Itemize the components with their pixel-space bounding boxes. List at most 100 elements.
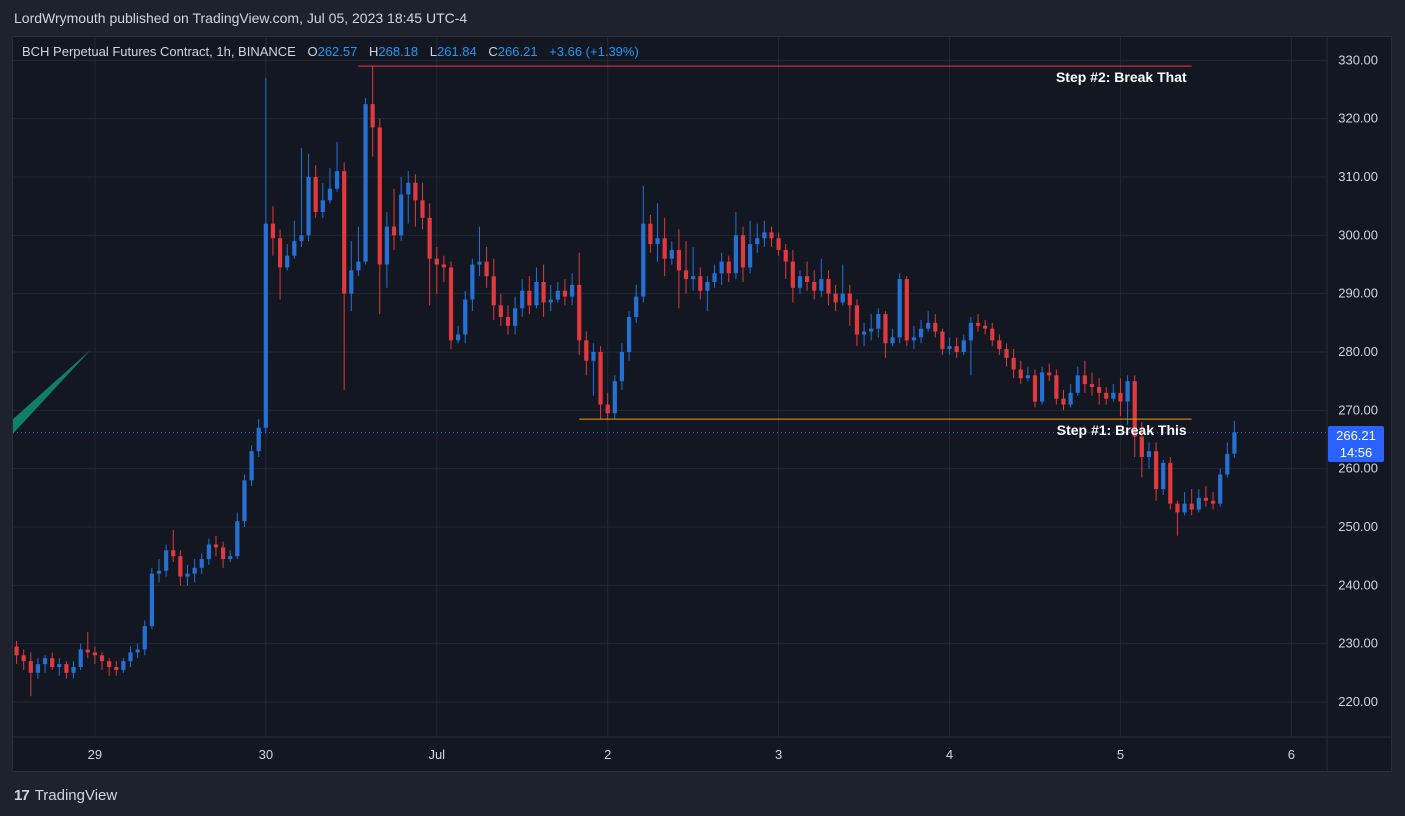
publisher-text: LordWrymouth published on TradingView.co… (14, 10, 468, 26)
candle-body (1182, 503, 1187, 513)
y-tick-label: 330.00 (1338, 52, 1378, 67)
candle-body (762, 232, 767, 239)
high-label: H (368, 44, 379, 59)
candle-body (626, 317, 632, 352)
x-tick-label: 6 (1288, 747, 1295, 762)
candle-body (1018, 369, 1023, 379)
candle-body (256, 427, 261, 452)
candle-body (448, 267, 454, 341)
candle-body (847, 293, 852, 306)
candle-body (406, 182, 411, 195)
candle-body (876, 314, 881, 329)
candle-body (199, 559, 204, 568)
candle-body (342, 171, 347, 294)
y-tick-label: 260.00 (1338, 461, 1378, 476)
candle-body (206, 544, 211, 560)
brand-name: TradingView (34, 786, 118, 804)
y-tick-label: 280.00 (1338, 344, 1378, 359)
chart-pane[interactable] (12, 36, 1392, 772)
candle-body (726, 261, 731, 274)
candle-body (277, 238, 283, 268)
low-value: 261.84 (437, 44, 477, 59)
y-tick-label: 240.00 (1338, 577, 1378, 592)
candle-body (356, 261, 361, 271)
candle-body (477, 261, 482, 265)
candle-body (270, 223, 276, 239)
candle-body (121, 661, 126, 670)
y-tick-label: 310.00 (1338, 169, 1378, 184)
candle-body (897, 279, 902, 338)
candle-body (228, 556, 233, 560)
y-tick-label: 220.00 (1338, 694, 1378, 709)
candle-body (463, 299, 468, 335)
candle-body (812, 282, 817, 291)
candle-body (306, 177, 311, 236)
candle-body (705, 282, 710, 291)
candle-body (826, 279, 831, 294)
x-tick-label: Jul (428, 747, 445, 762)
candle-body (819, 279, 824, 291)
candle-body (1118, 392, 1123, 402)
candle-body (1218, 474, 1223, 504)
candle-body (1139, 436, 1144, 457)
candle-body (947, 346, 952, 350)
candle-body (1189, 503, 1194, 510)
current-price-value: 266.21 (1336, 428, 1376, 443)
x-tick-label: 30 (259, 747, 273, 762)
candle-body (1111, 392, 1116, 399)
bar-countdown: 14:56 (1339, 445, 1373, 460)
candle-body (1047, 372, 1052, 376)
candle-body (42, 658, 48, 665)
candle-body (527, 290, 532, 306)
candle-body (740, 235, 746, 268)
candle-body (662, 238, 667, 259)
candle-body (1025, 375, 1030, 379)
candle-body (933, 322, 938, 332)
candle-body (712, 273, 717, 282)
candle-body (997, 340, 1002, 350)
candle-body (591, 352, 596, 361)
x-tick-label: 29 (88, 747, 102, 762)
candle-body (634, 296, 639, 317)
candle-body (904, 279, 909, 341)
candle-body (541, 282, 546, 303)
candle-body (85, 649, 90, 653)
candle-body (861, 331, 867, 335)
candle-body (320, 200, 325, 212)
candle-body (213, 544, 219, 548)
candle-body (1068, 392, 1073, 405)
candle-body (769, 232, 774, 239)
candle-body (498, 305, 503, 317)
x-tick-label: 3 (775, 747, 782, 762)
candle-body (21, 655, 26, 662)
candle-body (755, 238, 760, 245)
open-label: O (307, 44, 318, 59)
candle-body (456, 334, 461, 341)
candle-body (363, 104, 368, 262)
candle-body (434, 258, 439, 265)
candle-body (128, 652, 133, 662)
candle-body (648, 223, 653, 245)
candle-body (192, 567, 197, 574)
candle-body (185, 573, 190, 577)
candle-body (975, 322, 981, 326)
candle-body (961, 340, 966, 352)
y-tick-label: 270.00 (1338, 402, 1378, 417)
candle-body (776, 238, 781, 250)
x-tick-label: 2 (604, 747, 611, 762)
candle-body (420, 200, 425, 218)
footer-brand[interactable]: 17 TradingView (14, 784, 117, 806)
candle-body (1082, 375, 1087, 385)
candle-body (605, 404, 610, 414)
candle-body (370, 104, 375, 128)
candle-body (35, 664, 41, 673)
candle-body (655, 238, 660, 245)
candle-body (1175, 503, 1180, 513)
publisher-header: LordWrymouth published on TradingView.co… (0, 0, 1405, 36)
support-annotation: Step #1: Break This (1057, 422, 1187, 438)
candle-body (28, 661, 33, 673)
candle-body (114, 667, 119, 670)
candle-body (377, 127, 382, 265)
candle-body (1054, 375, 1059, 399)
